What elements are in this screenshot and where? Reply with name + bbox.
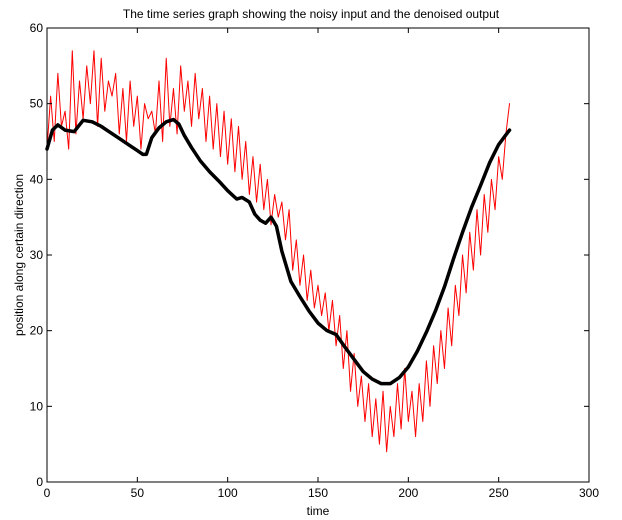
y-tick-label: 0 <box>36 475 43 489</box>
axis-ticks: 0 50 100 150 200 250 300 0 10 20 30 40 50 60 <box>30 21 600 500</box>
y-axis-title: position along certain direction <box>12 174 26 336</box>
y-tick-label: 30 <box>30 248 44 262</box>
x-tick-label: 200 <box>398 486 418 500</box>
y-tick-label: 60 <box>30 21 44 35</box>
plot-area <box>45 50 512 453</box>
y-tick-label: 10 <box>30 399 44 413</box>
chart-title: The time series graph showing the noisy … <box>123 7 500 21</box>
y-tick-label: 40 <box>30 172 44 186</box>
noisy-input-line <box>46 50 511 453</box>
x-tick-label: 0 <box>44 486 51 500</box>
x-tick-label: 250 <box>489 486 509 500</box>
y-tick-label: 50 <box>30 97 44 111</box>
y-tick-label: 20 <box>30 324 44 338</box>
x-tick-label: 150 <box>308 486 328 500</box>
x-axis-title: time <box>307 504 330 518</box>
x-tick-label: 50 <box>131 486 145 500</box>
x-tick-label: 100 <box>218 486 238 500</box>
denoised-output-line <box>45 117 512 386</box>
x-tick-label: 300 <box>579 486 599 500</box>
